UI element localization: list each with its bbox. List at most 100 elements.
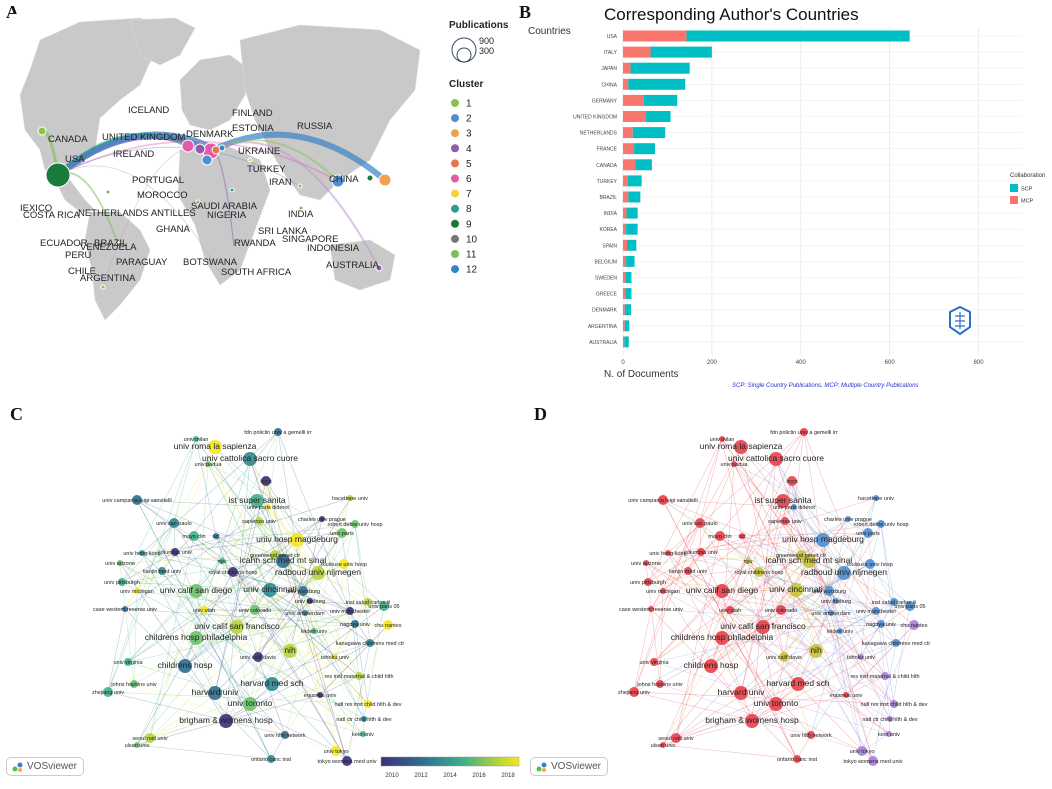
network-edge xyxy=(687,570,777,705)
institution-label: univ amsterdam xyxy=(285,611,325,617)
network-edge xyxy=(719,535,877,612)
network-edge xyxy=(710,589,797,667)
institution-node xyxy=(684,567,692,575)
network-edge xyxy=(803,431,877,612)
bar-scp xyxy=(643,94,678,106)
institution-node xyxy=(665,550,671,556)
network-edge xyxy=(184,589,271,667)
network-edge xyxy=(354,623,369,705)
network-edge xyxy=(758,571,886,677)
institution-label: keio univ xyxy=(352,732,374,738)
institution-node xyxy=(189,531,199,541)
institution-label: nagoya univ xyxy=(340,622,370,628)
institution-label: univ utah xyxy=(719,608,741,614)
institution-node xyxy=(124,658,132,666)
country-label: DENMARK xyxy=(186,129,234,140)
network-edge xyxy=(783,497,877,658)
network-edge xyxy=(633,691,895,705)
network-edge xyxy=(271,601,369,685)
network-edge xyxy=(662,703,777,746)
institution-node xyxy=(776,494,790,508)
network-edge xyxy=(762,560,810,628)
institution-label: irccs xyxy=(786,479,798,485)
network-edges xyxy=(107,431,389,762)
institution-node xyxy=(824,586,834,596)
institution-node xyxy=(134,742,140,748)
cluster-legend-label: 10 xyxy=(466,234,478,245)
network-edge xyxy=(751,532,869,722)
network-edge xyxy=(195,637,227,722)
network-edge xyxy=(256,500,304,592)
institution-node xyxy=(877,520,885,528)
institution-node xyxy=(351,520,359,528)
network-edge xyxy=(136,570,163,592)
institution-label: irccs xyxy=(260,479,272,485)
network-edge xyxy=(662,590,832,614)
institution-label: seoul natl univ xyxy=(658,736,693,742)
world-collaboration-map: ICELAND FINLAND CANADA UNITED KINGDOM DENMAR… xyxy=(0,0,520,380)
network-nodes xyxy=(629,428,919,766)
institution-node xyxy=(311,628,317,634)
network-edge xyxy=(822,539,847,696)
network-edge xyxy=(791,480,897,644)
network-edge xyxy=(797,601,895,685)
network-edge xyxy=(136,522,175,592)
collaboration-flow-line xyxy=(57,140,339,182)
institution-node xyxy=(887,716,893,722)
institution-label: univ hlth network xyxy=(790,733,832,739)
network-edge xyxy=(193,535,369,705)
network-edge xyxy=(174,532,343,553)
bar-scp xyxy=(686,30,910,42)
bar-scp xyxy=(628,191,641,203)
network-edge xyxy=(254,609,364,735)
network-edge xyxy=(121,438,197,583)
vosviewer-icon xyxy=(536,762,547,772)
institution-node xyxy=(298,586,308,596)
country-label: NIGERIA xyxy=(207,210,247,221)
cluster-swatch xyxy=(451,204,459,213)
bar-mcp xyxy=(623,175,628,187)
network-nodes xyxy=(103,428,393,766)
institution-label: royal childrens hosp xyxy=(209,570,258,576)
network-edge xyxy=(741,535,785,658)
y-tick-label: CHINA xyxy=(601,82,617,88)
institution-label: univ calif san diego xyxy=(686,585,759,595)
country-label: UKRAINE xyxy=(238,146,280,157)
network-edge xyxy=(783,623,882,658)
institution-label: childrens hosp philadelphia xyxy=(145,632,248,642)
panel-label-c: C xyxy=(10,404,23,424)
institution-node xyxy=(158,567,166,575)
institution-node xyxy=(643,560,649,566)
institution-label: nih xyxy=(810,645,822,655)
network-edge xyxy=(207,463,369,705)
country-label: ECUADOR xyxy=(40,238,88,249)
institution-node xyxy=(807,731,815,739)
institution-node xyxy=(366,639,374,647)
network-edge xyxy=(662,535,721,592)
institution-label: hacettepe univ xyxy=(858,496,894,502)
network-edge xyxy=(719,535,862,658)
country-node xyxy=(100,284,106,290)
network-edge xyxy=(274,554,385,607)
network-edge xyxy=(633,608,652,693)
network-edge xyxy=(203,539,298,611)
network-edge xyxy=(869,563,895,603)
institution-label: natl res inst child hlth & dev xyxy=(861,702,928,708)
vosviewer-icon xyxy=(12,762,23,772)
bar-scp xyxy=(627,239,637,251)
country-label: PERU xyxy=(65,250,92,261)
institution-label: univ calif san francisco xyxy=(194,621,280,631)
network-edge xyxy=(214,446,259,658)
network-edge xyxy=(249,458,360,677)
institution-label: keio univ xyxy=(878,732,900,738)
network-edge xyxy=(289,518,323,652)
network-edge xyxy=(675,572,845,739)
network-edge xyxy=(815,518,849,652)
network-edge xyxy=(796,734,812,760)
institution-node xyxy=(230,620,244,634)
network-edge xyxy=(232,571,348,762)
network-edge xyxy=(136,499,272,760)
institution-node xyxy=(776,605,786,615)
network-edge xyxy=(136,499,306,614)
network-edge xyxy=(775,458,832,614)
